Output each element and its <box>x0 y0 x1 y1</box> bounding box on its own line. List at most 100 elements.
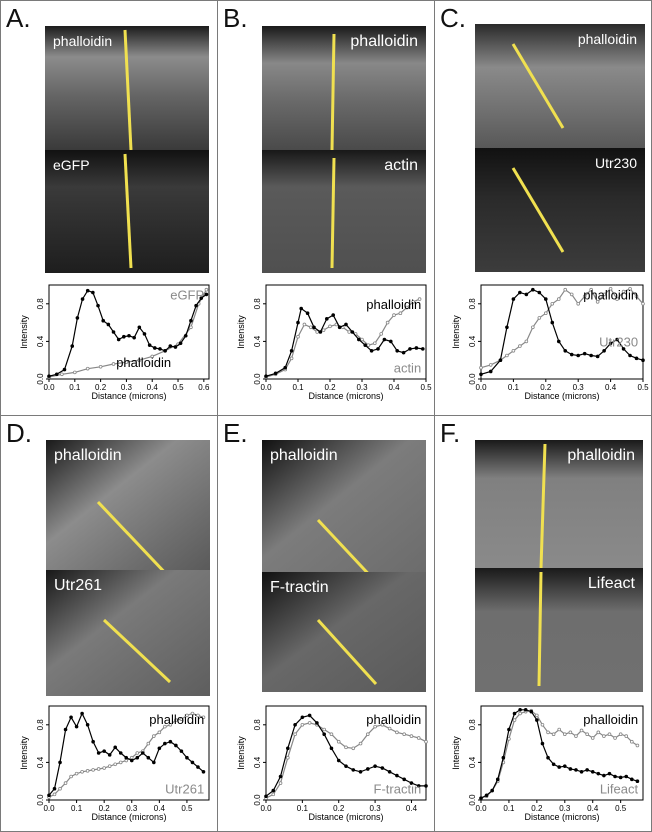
plot-frame <box>48 284 210 380</box>
series-label: phalloidin <box>149 712 204 727</box>
x-tick-label: 0.0 <box>475 383 487 392</box>
plot-frame <box>480 705 644 801</box>
data-point <box>347 330 351 334</box>
chart-svg: 0.0 0.1 0.2 0.3 0.4 0.5 0.0 0.4 0.8 Distance (mic… <box>19 705 210 822</box>
x-tick-label: 0.1 <box>71 804 83 813</box>
panel-a: A. phalloidin eGFP 0.0 0.1 0.2 0.3 0.4 0.5 0.6… <box>1 1 217 415</box>
data-point <box>618 732 623 737</box>
series-label: F-tractin <box>374 782 422 797</box>
data-point <box>150 354 155 359</box>
intensity-chart: 0.0 0.1 0.2 0.3 0.4 0.0 0.4 0.8 Distance (micron… <box>230 702 430 824</box>
data-point <box>590 736 595 740</box>
chart-svg: 0.0 0.1 0.2 0.3 0.4 0.5 0.0 0.4 0.8 Distance (mic… <box>236 284 432 401</box>
data-point <box>505 325 509 330</box>
data-point <box>373 764 377 768</box>
data-point <box>107 753 112 757</box>
data-point <box>113 762 118 767</box>
data-point <box>75 316 80 320</box>
data-point <box>568 730 573 735</box>
y-axis-label: Intensity <box>451 315 461 349</box>
data-point <box>569 352 574 357</box>
data-point <box>417 297 422 301</box>
y-tick-label: 0.4 <box>36 335 45 347</box>
grid-divider <box>0 415 652 416</box>
x-tick-label: 0.5 <box>420 383 432 392</box>
data-point <box>344 322 348 327</box>
data-point <box>296 320 300 325</box>
micrograph-bottom: Utr261 <box>46 570 210 696</box>
data-point <box>511 349 516 353</box>
data-point <box>615 297 619 301</box>
data-point <box>596 730 601 735</box>
data-point <box>47 374 51 378</box>
x-tick-label: 0.5 <box>172 383 184 392</box>
data-point <box>163 349 167 353</box>
x-tick-label: 0.1 <box>503 804 515 813</box>
micrograph-top: phalloidin <box>46 440 210 570</box>
x-axis-label: Distance (microns) <box>91 812 166 822</box>
data-point <box>85 366 90 371</box>
data-point <box>307 713 312 718</box>
data-point <box>271 792 276 797</box>
data-point <box>535 713 539 718</box>
data-point <box>596 771 601 776</box>
data-point <box>98 364 103 369</box>
data-point <box>424 739 428 744</box>
x-tick-label: 0.3 <box>121 383 133 392</box>
data-point <box>300 715 305 720</box>
data-point <box>641 358 645 362</box>
y-tick-label: 0.4 <box>36 756 45 768</box>
panel-b: B. phalloidin actin 0.0 0.1 0.2 0.3 0.4 0.5 0.… <box>218 1 434 415</box>
data-point <box>630 739 634 744</box>
profile-line <box>330 33 336 150</box>
profile-line <box>537 571 543 687</box>
data-point <box>190 760 195 765</box>
data-point <box>544 311 548 316</box>
data-point <box>85 769 90 773</box>
data-point <box>602 734 606 738</box>
data-point <box>602 773 606 778</box>
data-point <box>157 730 162 735</box>
x-tick-label: 0.3 <box>370 804 382 813</box>
micrograph-image <box>475 440 643 568</box>
data-point <box>278 774 283 779</box>
micrograph-image <box>262 440 426 572</box>
data-point <box>135 751 140 755</box>
data-point <box>163 724 167 729</box>
image-label: F-tractin <box>270 579 329 596</box>
data-point <box>576 301 581 306</box>
data-point <box>132 335 136 340</box>
x-tick-label: 0.4 <box>587 804 599 813</box>
y-tick-label: 0.4 <box>253 335 262 347</box>
data-point <box>102 766 106 770</box>
data-point <box>518 707 522 712</box>
y-axis-label: Intensity <box>236 736 246 770</box>
x-tick-label: 0.5 <box>615 804 627 813</box>
grid-border <box>0 0 652 1</box>
data-point <box>189 325 193 330</box>
data-point <box>557 727 562 732</box>
data-point <box>329 746 334 751</box>
data-point <box>309 325 313 330</box>
data-point <box>607 771 612 776</box>
data-point <box>569 292 574 297</box>
data-point <box>96 767 101 771</box>
micrograph-image <box>46 440 210 570</box>
micrograph-bottom: F-tractin <box>262 572 426 692</box>
data-point <box>540 741 545 746</box>
image-label: Utr230 <box>594 155 637 171</box>
panel-letter: F. <box>440 418 461 448</box>
y-tick-label: 0.8 <box>36 298 45 310</box>
x-tick-label: 0.0 <box>43 383 55 392</box>
plot-frame <box>265 705 427 801</box>
data-point <box>158 347 162 351</box>
data-point <box>414 346 419 350</box>
data-point <box>124 360 129 364</box>
data-point <box>621 289 626 294</box>
image-label: phalloidin <box>53 33 113 49</box>
x-axis-label: Distance (microns) <box>308 812 383 822</box>
data-point <box>624 734 629 738</box>
data-point <box>641 301 645 306</box>
profile-line <box>96 500 165 570</box>
data-point <box>589 353 593 358</box>
